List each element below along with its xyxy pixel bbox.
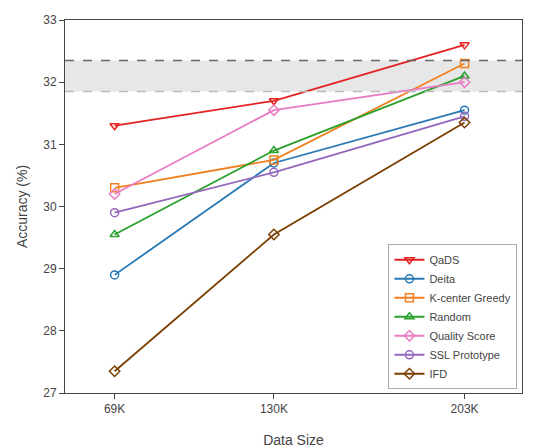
svg-text:130K: 130K (260, 402, 288, 416)
svg-text:SSL Prototype: SSL Prototype (429, 349, 500, 361)
svg-text:Data Size: Data Size (263, 432, 324, 448)
svg-text:33: 33 (43, 13, 57, 27)
svg-text:27: 27 (43, 386, 57, 400)
svg-text:Random: Random (429, 311, 471, 323)
svg-text:29: 29 (43, 262, 57, 276)
svg-text:28: 28 (43, 324, 57, 338)
svg-text:30: 30 (43, 200, 57, 214)
svg-text:Accuracy (%): Accuracy (%) (14, 165, 30, 248)
svg-text:203K: 203K (451, 402, 479, 416)
svg-text:32: 32 (43, 75, 57, 89)
svg-text:Deita: Deita (429, 273, 456, 285)
svg-text:69K: 69K (104, 402, 125, 416)
svg-text:31: 31 (43, 138, 57, 152)
svg-text:QaDS: QaDS (429, 254, 459, 266)
svg-text:IFD: IFD (429, 368, 447, 380)
svg-text:Quality Score: Quality Score (429, 330, 495, 342)
svg-text:K-center Greedy: K-center Greedy (429, 292, 510, 304)
